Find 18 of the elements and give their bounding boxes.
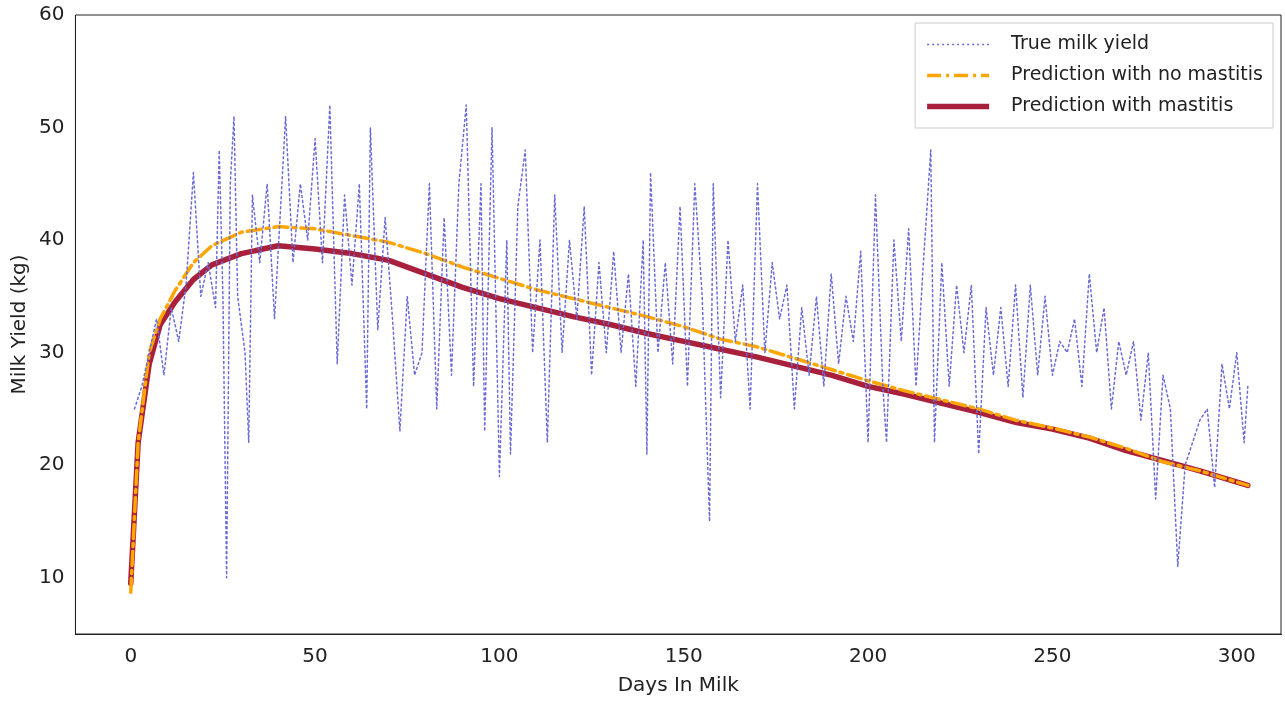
x-tick-label: 200 xyxy=(849,643,888,668)
legend-label: True milk yield xyxy=(1010,31,1150,54)
x-tick-label: 250 xyxy=(1033,643,1072,668)
legend-label: Prediction with mastitis xyxy=(1011,93,1234,116)
y-tick-label: 30 xyxy=(39,338,65,363)
y-tick-label: 20 xyxy=(39,451,65,476)
x-tick-label: 50 xyxy=(302,643,328,668)
y-tick-label: 50 xyxy=(39,113,65,138)
legend-label: Prediction with no mastitis xyxy=(1011,62,1263,85)
x-tick-label: 300 xyxy=(1217,643,1256,668)
x-tick-label: 100 xyxy=(480,643,519,668)
x-tick-label: 150 xyxy=(664,643,703,668)
x-axis-title: Days In Milk xyxy=(617,672,740,697)
y-tick-label: 40 xyxy=(39,226,65,251)
y-tick-label: 60 xyxy=(39,1,65,26)
x-tick-label: 0 xyxy=(124,643,138,668)
y-tick-label: 10 xyxy=(39,563,65,588)
y-axis-title: Milk Yield (kg) xyxy=(6,254,31,395)
